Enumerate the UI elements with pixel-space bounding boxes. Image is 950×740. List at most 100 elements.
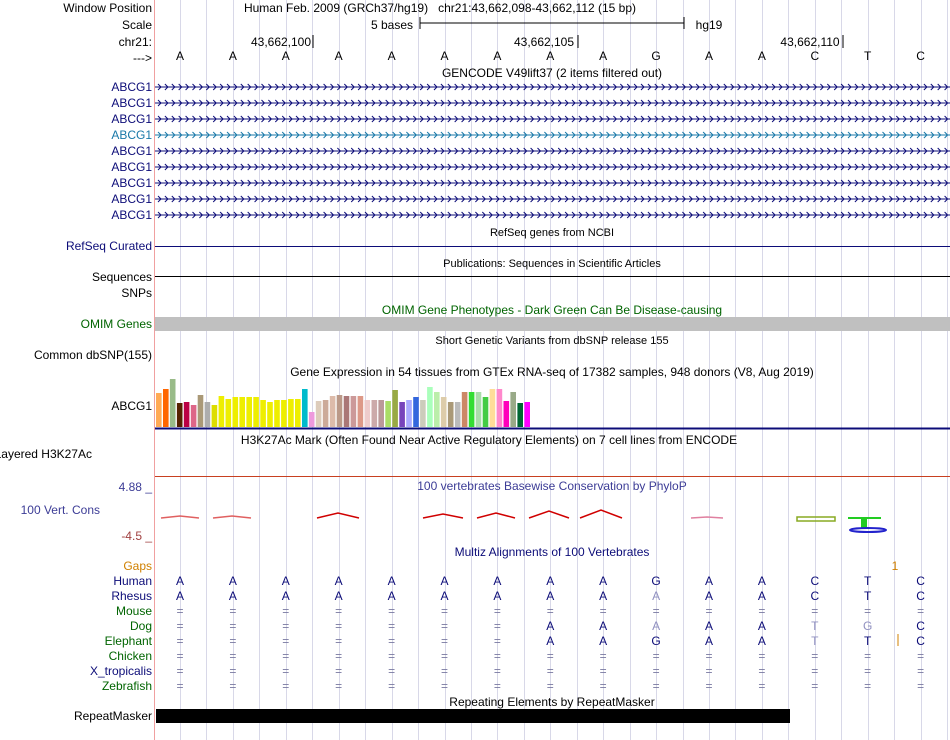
- scale-bases-text: 5 bases: [370, 18, 414, 32]
- alignment-base: =: [652, 604, 660, 618]
- alignment-base: =: [229, 634, 237, 648]
- gene-label[interactable]: ABCG1: [111, 176, 152, 190]
- gene-label[interactable]: ABCG1: [111, 160, 152, 174]
- gtex-tissue-bar: [385, 401, 391, 427]
- alignment-base: G: [651, 634, 661, 648]
- gtex-tissue-bar: [357, 396, 364, 427]
- alignment-base: =: [335, 649, 343, 663]
- alignment-base: =: [811, 604, 819, 618]
- alignment-base: C: [810, 589, 820, 603]
- cons-track-label[interactable]: 100 Vert. Cons: [20, 503, 100, 517]
- alignment-base: =: [440, 604, 448, 618]
- species-label: Human: [113, 574, 152, 588]
- coordinate-label: 43,662,105: [513, 35, 575, 49]
- alignment-base: C: [916, 634, 925, 648]
- alignment-base: =: [599, 649, 607, 663]
- alignment-base: A: [281, 574, 290, 588]
- alignment-base: =: [229, 619, 237, 633]
- gene-label[interactable]: ABCG1: [111, 192, 152, 206]
- refseq-track-label[interactable]: RefSeq Curated: [65, 239, 152, 253]
- chrom-label: chr21:: [118, 35, 152, 49]
- base-letter: A: [334, 49, 343, 63]
- base-letter: C: [810, 49, 820, 63]
- alignment-base: A: [493, 574, 502, 588]
- gene-label[interactable]: ABCG1: [111, 96, 152, 110]
- gtex-tissue-bar: [392, 390, 398, 427]
- phylop-negative-mark: [861, 518, 867, 528]
- alignment-base: =: [493, 619, 501, 633]
- alignment-base: A: [599, 619, 608, 633]
- alignment-base: =: [864, 679, 872, 693]
- alignment-base: =: [176, 619, 184, 633]
- gene-label[interactable]: ABCG1: [111, 144, 152, 158]
- alignment-base: =: [864, 664, 872, 678]
- gtex-tissue-bar: [169, 379, 176, 427]
- alignment-base: =: [599, 604, 607, 618]
- gtex-tissue-bar: [489, 389, 496, 427]
- gtex-track-title: Gene Expression in 54 tissues from GTEx …: [290, 365, 814, 379]
- phylop-track-title: 100 vertebrates Basewise Conservation by…: [417, 479, 687, 493]
- alignment-base: =: [440, 619, 448, 633]
- alignment-base: =: [493, 649, 501, 663]
- alignment-base: =: [282, 679, 290, 693]
- gene-label[interactable]: ABCG1: [111, 112, 152, 126]
- scale-label: Scale: [121, 18, 152, 32]
- alignment-base: =: [335, 604, 343, 618]
- gtex-gene-label[interactable]: ABCG1: [111, 399, 152, 413]
- alignment-base: A: [704, 589, 713, 603]
- gtex-tissue-bar: [322, 400, 329, 427]
- species-label: Mouse: [115, 604, 152, 618]
- base-letter: A: [546, 49, 555, 63]
- gtex-tissue-bar: [239, 397, 245, 427]
- alignment-base: A: [652, 589, 661, 603]
- sequences-track-label[interactable]: Sequences: [91, 270, 152, 284]
- refseq-track-title: RefSeq genes from NCBI: [489, 227, 615, 239]
- alignment-base: A: [599, 574, 608, 588]
- gtex-tissue-bar: [190, 405, 197, 427]
- phylop-bump: [422, 513, 464, 519]
- gtex-tissue-bar: [454, 402, 461, 427]
- alignment-base: =: [229, 649, 237, 663]
- gtex-tissue-bar: [260, 400, 266, 427]
- alignment-base: =: [388, 619, 396, 633]
- gtex-tissue-bar: [350, 396, 357, 427]
- gtex-tissue-bar: [468, 392, 475, 427]
- gtex-tissue-bar: [517, 403, 523, 427]
- alignment-base: =: [917, 679, 925, 693]
- strand-label: --->: [133, 51, 152, 65]
- gene-label[interactable]: ABCG1: [111, 80, 152, 94]
- alignment-base: =: [335, 619, 343, 633]
- phylop-negative-mark: [849, 527, 887, 533]
- alignment-base: A: [599, 589, 608, 603]
- gtex-tissue-bar: [246, 397, 252, 427]
- alignment-base: =: [388, 649, 396, 663]
- alignment-base: =: [546, 649, 554, 663]
- gene-label[interactable]: ABCG1: [111, 208, 152, 222]
- alignment-base: =: [864, 649, 872, 663]
- alignment-base: =: [652, 679, 660, 693]
- gene-strand-arrows: [157, 179, 949, 187]
- browser-track-area[interactable]: Human Feb. 2009 (GRCh37/hg19) chr21:43,6…: [155, 0, 950, 740]
- gene-label[interactable]: ABCG1: [111, 128, 152, 142]
- publications-track-title: Publications: Sequences in Scientific Ar…: [443, 258, 661, 270]
- dbsnp-track-title: Short Genetic Variants from dbSNP releas…: [435, 335, 669, 347]
- repeatmasker-track-label[interactable]: RepeatMasker: [73, 709, 152, 723]
- common-dbsnp-track-label[interactable]: Common dbSNP(155): [33, 348, 152, 362]
- gene-strand-arrows: [157, 211, 949, 219]
- alignment-base: =: [388, 634, 396, 648]
- h3k27ac-track-label[interactable]: Layered H3K27Ac: [0, 447, 92, 461]
- phylop-bump: [316, 512, 360, 519]
- alignment-base: =: [335, 664, 343, 678]
- alignment-base: A: [757, 589, 766, 603]
- alignment-base: A: [599, 634, 608, 648]
- alignment-base: =: [599, 679, 607, 693]
- alignment-base: G: [651, 574, 661, 588]
- coordinate-label: 43,662,110: [780, 35, 840, 49]
- alignment-base: =: [546, 679, 554, 693]
- omim-track-label[interactable]: OMIM Genes: [80, 317, 152, 331]
- snps-track-label[interactable]: SNPs: [121, 286, 152, 300]
- phylop-negative-mark: [796, 516, 836, 522]
- gtex-tissue-bar: [218, 396, 225, 427]
- alignment-base: =: [705, 604, 713, 618]
- phylop-bump: [212, 515, 252, 519]
